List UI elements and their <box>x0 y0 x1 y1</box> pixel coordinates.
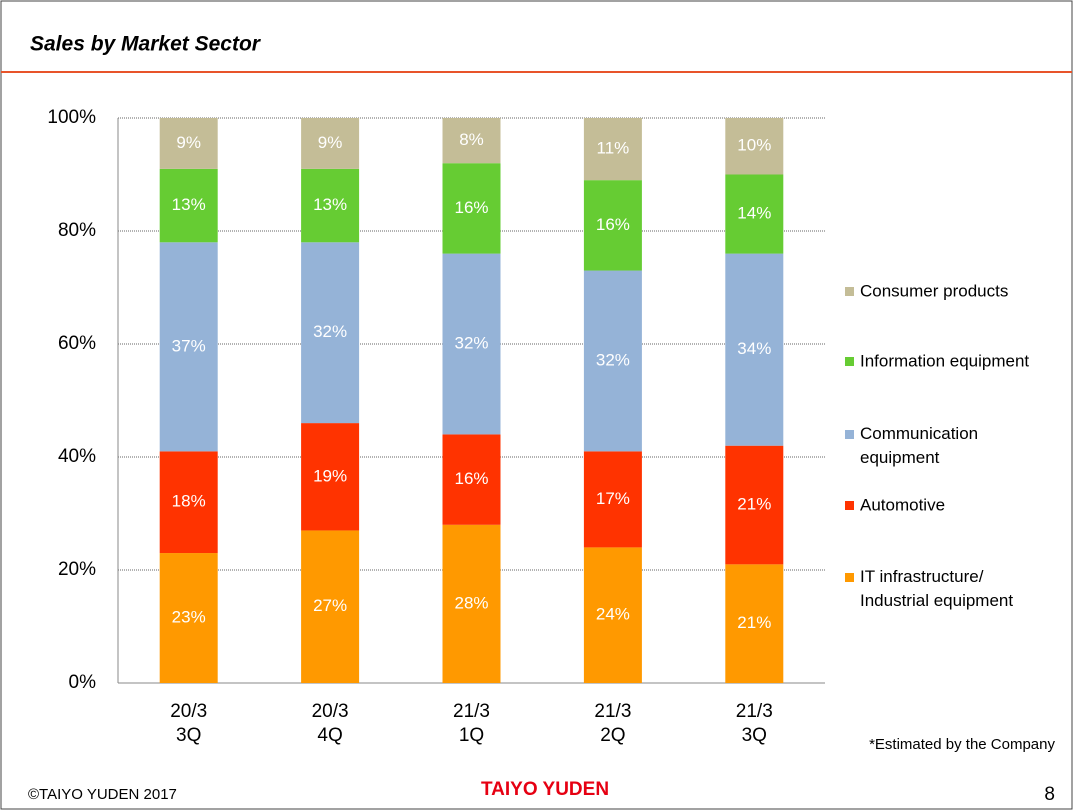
copyright: ©TAIYO YUDEN 2017 <box>28 786 177 803</box>
x-tick-label: 21/3 1Q <box>453 701 490 746</box>
data-label: 32% <box>454 333 488 352</box>
bar-segment <box>725 564 784 683</box>
legend-swatch <box>845 357 854 366</box>
data-label: 27% <box>313 596 347 615</box>
data-label: 9% <box>318 133 343 152</box>
data-label: 37% <box>172 336 206 355</box>
legend-label: Information equipment <box>860 351 1029 370</box>
legend-swatch <box>845 287 854 296</box>
legend-label: Automotive <box>860 495 945 514</box>
legend-label: IT infrastructure/Industrial equipment <box>860 567 1013 610</box>
bar-segment <box>583 451 642 548</box>
bar-segment <box>442 434 501 525</box>
bar-segment <box>583 180 642 271</box>
bar-segment <box>725 118 784 175</box>
bar-segment <box>583 270 642 452</box>
bar-segment <box>725 174 784 254</box>
legend-swatch <box>845 430 854 439</box>
bar-segment <box>159 553 218 683</box>
data-label: 24% <box>596 605 630 624</box>
data-label: 14% <box>737 204 771 223</box>
data-label: 21% <box>737 495 771 514</box>
data-label: 16% <box>454 469 488 488</box>
bar-segment <box>442 524 501 683</box>
data-label: 13% <box>172 195 206 214</box>
legend-label: Communication equipment <box>860 424 978 467</box>
legend-swatch <box>845 573 854 582</box>
data-label: 17% <box>596 489 630 508</box>
y-tick-label: 100% <box>47 107 96 128</box>
bar-segment <box>442 163 501 254</box>
bar-segment <box>583 547 642 683</box>
data-label: 10% <box>737 136 771 155</box>
bar-segment <box>301 530 360 683</box>
data-label: 8% <box>459 130 484 149</box>
data-label: 16% <box>454 198 488 217</box>
data-label: 11% <box>597 139 630 158</box>
bar-segment <box>301 168 360 243</box>
data-label: 13% <box>313 195 347 214</box>
bar-segment <box>159 242 218 452</box>
data-label: 18% <box>172 492 206 511</box>
slide-title: Sales by Market Sector <box>30 33 262 56</box>
bar-segment <box>159 118 218 169</box>
data-label: 9% <box>176 133 201 152</box>
data-label: 16% <box>596 215 630 234</box>
data-label: 32% <box>596 350 630 369</box>
data-label: 23% <box>172 608 206 627</box>
data-label: 32% <box>313 322 347 341</box>
bar-segment <box>301 242 360 424</box>
data-label: 34% <box>737 339 771 358</box>
x-tick-label: 20/3 3Q <box>170 701 207 746</box>
y-tick-label: 80% <box>58 220 96 241</box>
legend-swatch <box>845 501 854 510</box>
chart-note: *Estimated by the Company <box>869 736 1055 753</box>
bar-segment <box>159 168 218 243</box>
legend-label: Consumer products <box>860 281 1008 300</box>
x-tick-label: 20/3 4Q <box>312 701 349 746</box>
bar-segment <box>301 118 360 169</box>
bar-segment <box>583 118 642 181</box>
bar-segment <box>442 253 501 435</box>
bar-segment <box>301 423 360 531</box>
bar-segment <box>442 118 501 164</box>
y-tick-label: 20% <box>58 559 96 580</box>
bar-segment <box>725 445 784 565</box>
bar-segment <box>159 451 218 554</box>
y-tick-label: 0% <box>69 672 97 693</box>
logo: TAIYO YUDEN <box>481 779 609 800</box>
data-label: 21% <box>737 613 771 632</box>
bar-segment <box>725 253 784 446</box>
data-label: 28% <box>454 593 488 612</box>
y-tick-label: 40% <box>58 446 96 467</box>
x-tick-label: 21/3 3Q <box>736 701 773 746</box>
data-label: 19% <box>313 466 347 485</box>
page-number: 8 <box>1044 784 1055 805</box>
y-tick-label: 60% <box>58 333 96 354</box>
x-tick-label: 21/3 2Q <box>594 701 631 746</box>
